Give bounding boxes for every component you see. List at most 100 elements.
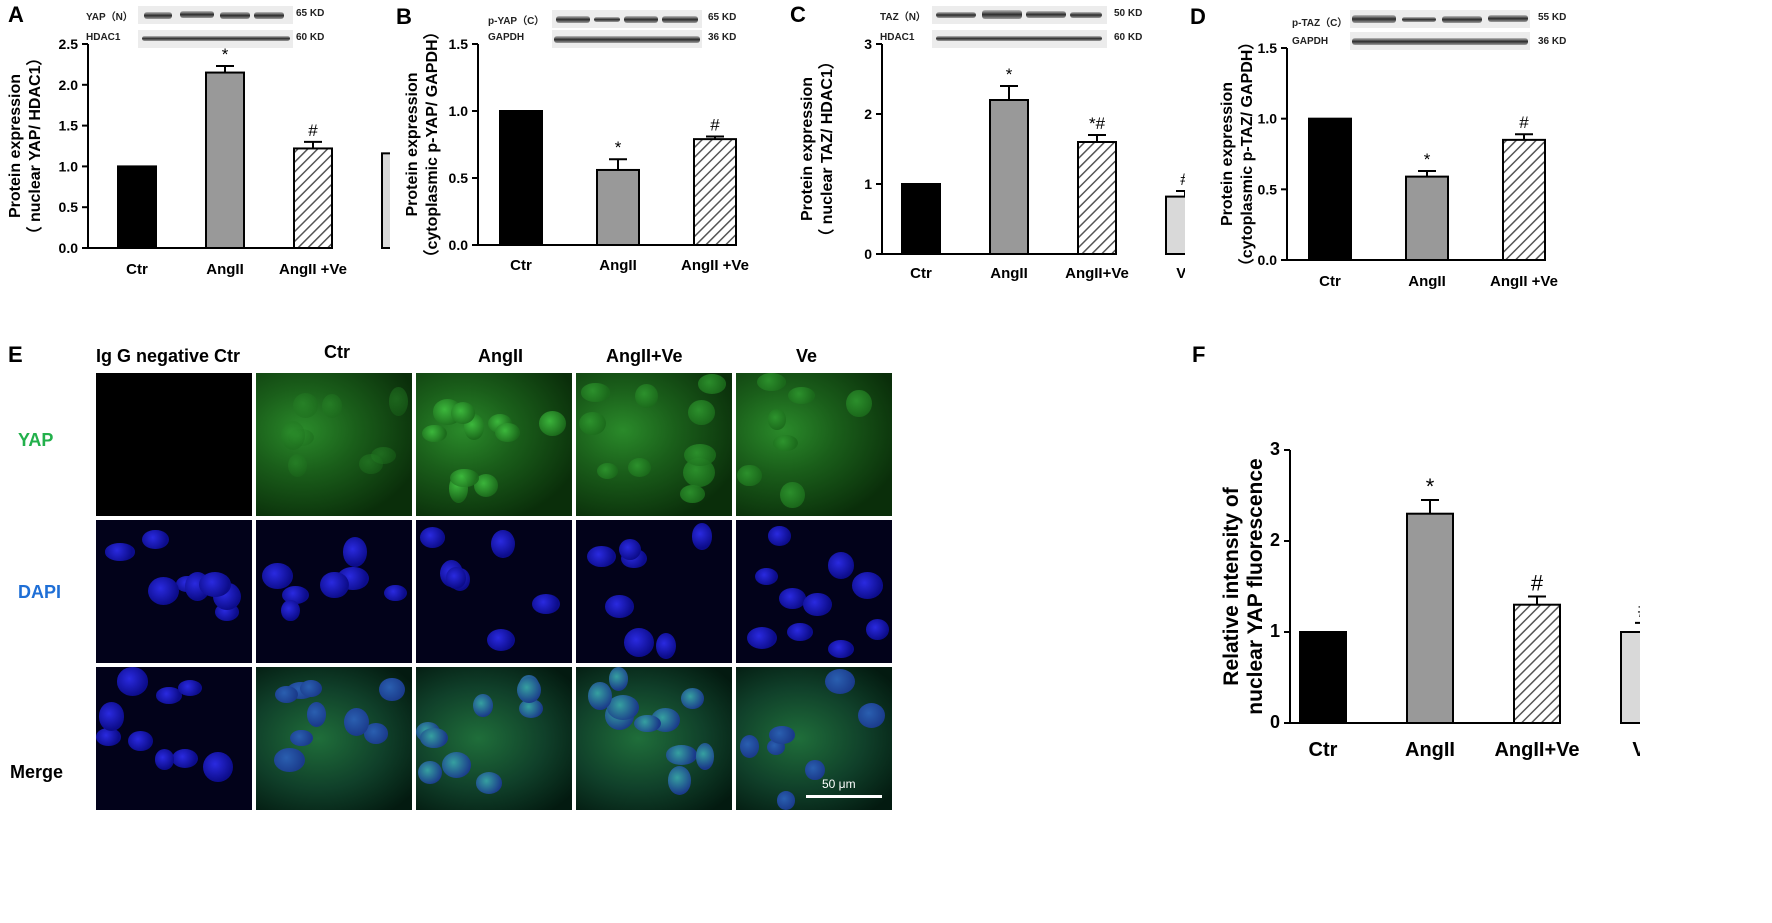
y-tick-label: 0.5 xyxy=(1258,181,1278,197)
cell-nucleus xyxy=(684,443,717,467)
category-label: AngII +Ve xyxy=(681,257,749,274)
cell-nucleus xyxy=(767,409,787,431)
blot-c: TAZ（N） 50 KD HDAC1 60 KD xyxy=(880,4,1143,48)
significance-mark: # xyxy=(1638,597,1640,622)
cell-nucleus xyxy=(828,640,855,659)
significance-mark: # xyxy=(308,121,318,140)
category-label: Ve xyxy=(1176,265,1185,282)
cell-nucleus xyxy=(746,627,777,650)
cell-nucleus xyxy=(473,693,493,717)
if-image-cell xyxy=(416,520,572,663)
y-tick-label: 1.0 xyxy=(1258,111,1278,127)
blot-band xyxy=(936,12,976,18)
blot-band xyxy=(1402,17,1436,22)
cell-nucleus xyxy=(320,571,349,599)
y-tick-label: 3 xyxy=(1270,439,1280,459)
blot-b-row1-name: p-YAP（C） xyxy=(488,16,545,27)
significance-mark: # xyxy=(710,115,720,134)
significance-mark: *# xyxy=(1089,114,1106,133)
cell-nucleus xyxy=(754,567,779,585)
if-image-cell xyxy=(416,667,572,810)
chart-d: 0.0 0.5 1.0 1.5 Protein expression （cytoplasm… xyxy=(1219,34,1558,290)
category-label: AngII xyxy=(1408,273,1446,290)
cell-nucleus xyxy=(364,723,388,744)
cell-nucleus xyxy=(486,628,515,651)
cell-nucleus xyxy=(667,766,691,795)
cell-nucleus xyxy=(446,567,466,589)
y-tick-label: 0 xyxy=(864,246,872,262)
bar xyxy=(381,152,390,249)
if-image-cell xyxy=(736,373,892,516)
cell-nucleus xyxy=(280,420,306,450)
cell-nucleus xyxy=(666,745,698,765)
blot-a: YAP（N） 65 KD HDAC1 60 KD xyxy=(86,4,326,48)
cell-nucleus xyxy=(306,702,326,728)
cell-nucleus xyxy=(475,771,503,794)
if-image-cell xyxy=(576,667,732,810)
y-tick-label: 2 xyxy=(864,106,872,122)
cell-nucleus xyxy=(857,702,886,729)
cell-nucleus xyxy=(517,676,542,703)
y-tick-label: 3 xyxy=(864,36,872,52)
cell-nucleus xyxy=(619,539,641,561)
cell-nucleus xyxy=(419,527,445,549)
cell-nucleus xyxy=(846,389,872,418)
blot-c-row1-kd: 50 KD xyxy=(1114,8,1143,19)
cell-nucleus xyxy=(698,373,727,394)
cell-nucleus xyxy=(628,458,652,478)
y-axis-label: Protein expression xyxy=(1219,82,1236,226)
cell-nucleus xyxy=(142,529,170,550)
blot-b: p-YAP（C） 65 KD GAPDH 36 KD xyxy=(488,8,738,52)
cell-nucleus xyxy=(624,627,655,657)
cell-nucleus xyxy=(172,748,199,768)
cell-nucleus xyxy=(851,572,883,599)
cell-nucleus xyxy=(495,422,520,442)
cell-nucleus xyxy=(776,791,795,810)
significance-mark: * xyxy=(615,138,622,157)
y-axis-label: nuclear YAP fluorescence xyxy=(1244,458,1267,714)
blot-band xyxy=(662,16,698,23)
cell-nucleus xyxy=(104,543,135,561)
cell-nucleus xyxy=(680,687,705,710)
blot-band xyxy=(1352,38,1528,45)
if-image-cell xyxy=(736,667,892,810)
cell-nucleus xyxy=(127,731,153,752)
chart-c: 0 1 2 3 Protein expression （ nuclear TAZ/ HDA… xyxy=(799,36,1185,282)
cell-nucleus xyxy=(518,698,544,719)
if-image-cell xyxy=(96,373,252,516)
blot-b-row1-kd: 65 KD xyxy=(708,12,737,23)
cell-nucleus xyxy=(695,743,714,770)
if-col-title: Ig G negative Ctr xyxy=(96,346,241,366)
category-label: Ve xyxy=(1632,739,1640,761)
significance-mark: # xyxy=(1531,571,1544,596)
cell-nucleus xyxy=(419,727,448,749)
bar xyxy=(901,183,941,255)
blot-band xyxy=(254,12,284,19)
cell-nucleus xyxy=(691,523,712,550)
category-label: AngII xyxy=(206,261,244,278)
blot-a-row2-name: HDAC1 xyxy=(86,32,121,43)
bar xyxy=(1299,631,1347,724)
cell-nucleus xyxy=(608,667,628,691)
blot-d-row1-kd: 55 KD xyxy=(1538,12,1567,23)
blot-band xyxy=(594,17,620,22)
cell-nucleus xyxy=(538,411,567,437)
blot-c-row2-name: HDAC1 xyxy=(880,32,915,43)
cell-nucleus xyxy=(779,588,806,609)
cell-nucleus xyxy=(680,485,705,503)
cell-nucleus xyxy=(586,545,617,568)
cell-nucleus xyxy=(343,707,370,737)
category-label: Ctr xyxy=(1309,739,1338,761)
if-image-cell xyxy=(736,520,892,663)
cell-nucleus xyxy=(824,668,855,695)
blot-band xyxy=(1026,11,1066,18)
cell-nucleus xyxy=(342,537,368,568)
category-label: Ctr xyxy=(510,257,532,274)
y-axis-label: Protein expression xyxy=(404,72,421,216)
blot-band xyxy=(220,12,250,19)
y-axis-label: （cytoplasmic p-YAP/ GAPDH） xyxy=(423,30,441,266)
significance-mark: # xyxy=(1180,170,1185,189)
cell-nucleus xyxy=(803,592,832,617)
blot-d-row2-kd: 36 KD xyxy=(1538,36,1567,47)
blot-band xyxy=(936,36,1102,41)
